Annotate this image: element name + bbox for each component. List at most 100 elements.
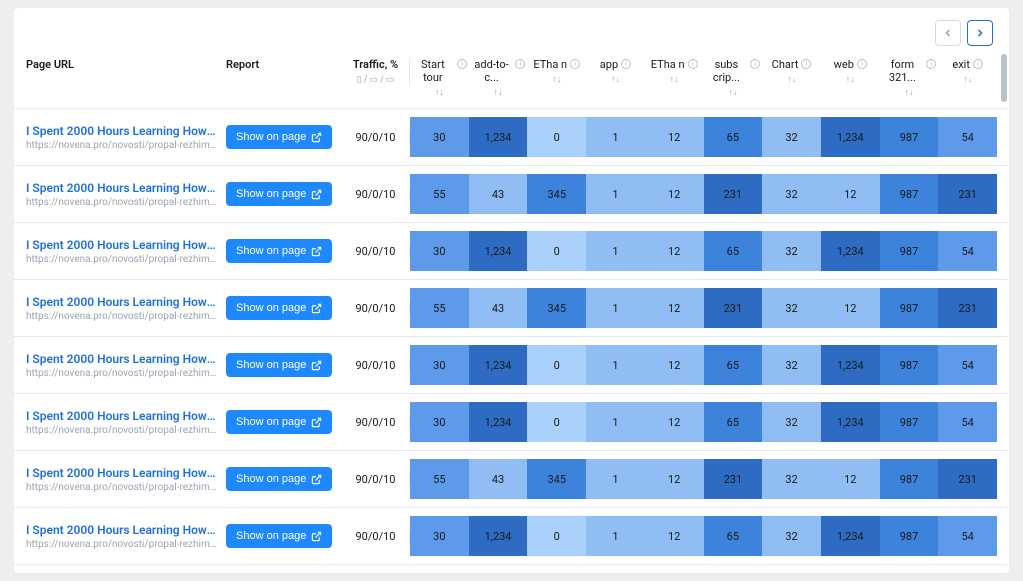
- heat-cell[interactable]: 54: [938, 402, 997, 442]
- heat-cell[interactable]: 1,234: [469, 231, 528, 271]
- show-on-page-button[interactable]: Show on page: [226, 125, 332, 149]
- show-on-page-button[interactable]: Show on page: [226, 410, 332, 434]
- page-title-link[interactable]: I Spent 2000 Hours Learning How To Lea..…: [26, 523, 218, 537]
- heat-cell[interactable]: 1: [586, 231, 645, 271]
- heat-cell[interactable]: 1,234: [469, 516, 528, 556]
- column-header-traffic[interactable]: Traffic, % ▯/▭/▭: [346, 58, 410, 85]
- heat-cell[interactable]: 1,234: [821, 516, 880, 556]
- page-title-link[interactable]: I Spent 2000 Hours Learning How To Lea..…: [26, 466, 218, 480]
- heat-cell[interactable]: 32: [762, 174, 821, 214]
- heat-cell[interactable]: 32: [762, 117, 821, 157]
- heat-cell[interactable]: 1,234: [469, 117, 528, 157]
- heat-cell[interactable]: 65: [704, 516, 763, 556]
- sort-icon[interactable]: ↑↓: [904, 87, 913, 98]
- heat-cell[interactable]: 43: [469, 459, 528, 499]
- heat-cell[interactable]: 987: [880, 231, 939, 271]
- heat-cell[interactable]: 30: [410, 516, 469, 556]
- heat-cell[interactable]: 987: [880, 345, 939, 385]
- heat-cell[interactable]: 12: [645, 345, 704, 385]
- heat-cell[interactable]: 0: [527, 345, 586, 385]
- heat-cell[interactable]: 65: [704, 117, 763, 157]
- info-icon[interactable]: i: [857, 59, 867, 69]
- heat-cell[interactable]: 12: [645, 402, 704, 442]
- heat-column-header[interactable]: add-to-c...i↑↓: [469, 58, 528, 98]
- sort-icon[interactable]: ↑↓: [611, 74, 620, 85]
- heat-cell[interactable]: 32: [762, 288, 821, 328]
- show-on-page-button[interactable]: Show on page: [226, 296, 332, 320]
- show-on-page-button[interactable]: Show on page: [226, 467, 332, 491]
- heat-cell[interactable]: 55: [410, 288, 469, 328]
- sort-icon[interactable]: ↑↓: [670, 74, 679, 85]
- heat-cell[interactable]: 345: [527, 174, 586, 214]
- heat-cell[interactable]: 12: [821, 459, 880, 499]
- heat-cell[interactable]: 55: [410, 174, 469, 214]
- show-on-page-button[interactable]: Show on page: [226, 353, 332, 377]
- heat-cell[interactable]: 12: [645, 231, 704, 271]
- heat-cell[interactable]: 30: [410, 345, 469, 385]
- page-title-link[interactable]: I Spent 2000 Hours Learning How To Lea..…: [26, 124, 218, 138]
- heat-cell[interactable]: 231: [704, 288, 763, 328]
- info-icon[interactable]: i: [750, 59, 760, 69]
- sort-icon[interactable]: ↑↓: [494, 87, 503, 98]
- heat-column-header[interactable]: Charti↑↓: [762, 58, 821, 98]
- heat-cell[interactable]: 32: [762, 345, 821, 385]
- sort-icon[interactable]: ↑↓: [787, 74, 796, 85]
- info-icon[interactable]: i: [457, 59, 467, 69]
- heat-cell[interactable]: 1: [586, 288, 645, 328]
- info-icon[interactable]: i: [688, 59, 698, 69]
- sort-icon[interactable]: ↑↓: [963, 74, 972, 85]
- heat-cell[interactable]: 32: [762, 231, 821, 271]
- heat-cell[interactable]: 345: [527, 459, 586, 499]
- heat-cell[interactable]: 65: [704, 345, 763, 385]
- heat-cell[interactable]: 987: [880, 516, 939, 556]
- scrollbar-thumb[interactable]: [1001, 54, 1007, 102]
- page-title-link[interactable]: I Spent 2000 Hours Learning How To Lea..…: [26, 181, 218, 195]
- info-icon[interactable]: i: [926, 59, 936, 69]
- heat-cell[interactable]: 30: [410, 231, 469, 271]
- heat-cell[interactable]: 231: [938, 288, 997, 328]
- heat-column-header[interactable]: Start touri↑↓: [410, 58, 469, 98]
- heat-cell[interactable]: 1: [586, 117, 645, 157]
- heat-cell[interactable]: 987: [880, 117, 939, 157]
- show-on-page-button[interactable]: Show on page: [226, 239, 332, 263]
- column-header-url[interactable]: Page URL: [26, 58, 226, 71]
- next-page-button[interactable]: [967, 20, 993, 46]
- heat-cell[interactable]: 12: [821, 174, 880, 214]
- heat-cell[interactable]: 65: [704, 231, 763, 271]
- heat-cell[interactable]: 0: [527, 402, 586, 442]
- page-title-link[interactable]: I Spent 2000 Hours Learning How To Lea..…: [26, 295, 218, 309]
- heat-cell[interactable]: 1,234: [469, 345, 528, 385]
- page-title-link[interactable]: I Spent 2000 Hours Learning How To Lea..…: [26, 238, 218, 252]
- heat-cell[interactable]: 0: [527, 117, 586, 157]
- heat-column-header[interactable]: ETha ni↑↓: [527, 58, 586, 98]
- heat-column-header[interactable]: webi↑↓: [821, 58, 880, 98]
- heat-cell[interactable]: 1: [586, 459, 645, 499]
- info-icon[interactable]: i: [621, 59, 631, 69]
- heat-cell[interactable]: 32: [762, 459, 821, 499]
- heat-cell[interactable]: 32: [762, 516, 821, 556]
- heat-cell[interactable]: 55: [410, 459, 469, 499]
- heat-cell[interactable]: 54: [938, 117, 997, 157]
- info-icon[interactable]: i: [801, 59, 811, 69]
- heat-cell[interactable]: 231: [938, 174, 997, 214]
- info-icon[interactable]: i: [973, 59, 983, 69]
- heat-cell[interactable]: 1: [586, 345, 645, 385]
- heat-cell[interactable]: 12: [645, 516, 704, 556]
- heat-cell[interactable]: 1,234: [821, 117, 880, 157]
- heat-cell[interactable]: 32: [762, 402, 821, 442]
- heat-cell[interactable]: 987: [880, 459, 939, 499]
- info-icon[interactable]: i: [515, 59, 525, 69]
- heat-column-header[interactable]: appi↑↓: [586, 58, 645, 98]
- sort-icon[interactable]: ↑↓: [552, 74, 561, 85]
- heat-cell[interactable]: 54: [938, 345, 997, 385]
- heat-cell[interactable]: 1,234: [821, 345, 880, 385]
- sort-icon[interactable]: ↑↓: [846, 74, 855, 85]
- heat-cell[interactable]: 0: [527, 516, 586, 556]
- sort-icon[interactable]: ↑↓: [728, 87, 737, 98]
- heat-cell[interactable]: 12: [645, 288, 704, 328]
- info-icon[interactable]: i: [570, 59, 580, 69]
- heat-cell[interactable]: 987: [880, 288, 939, 328]
- heat-cell[interactable]: 231: [704, 174, 763, 214]
- page-title-link[interactable]: I Spent 2000 Hours Learning How To Lea..…: [26, 409, 218, 423]
- heat-cell[interactable]: 65: [704, 402, 763, 442]
